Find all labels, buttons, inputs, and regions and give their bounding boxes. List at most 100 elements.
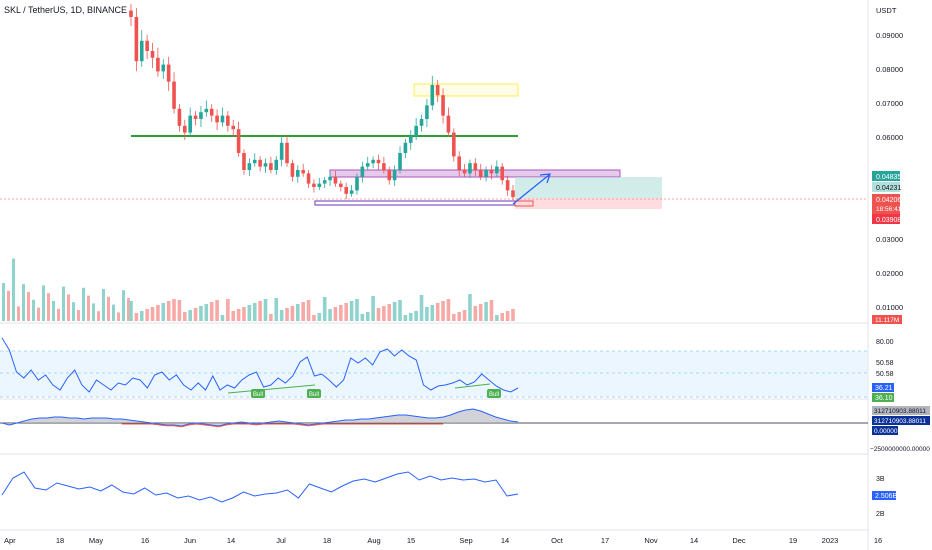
volume-bar [285, 308, 289, 321]
candle-body [263, 163, 268, 167]
volume-bar [27, 292, 30, 321]
bull-label-1[interactable]: Bull [251, 389, 265, 398]
volume-bar [87, 295, 90, 321]
position-target-zone[interactable] [515, 177, 662, 198]
volume-bar [430, 305, 435, 321]
candle-body [382, 163, 386, 170]
volume-bar [317, 313, 322, 321]
time-axis[interactable]: Apr 18 May 16 Jun 14 Jul 18 Aug 15 Sep 14 Oct 17 Nov 14… [4, 536, 882, 545]
time-axis-label: Aug [367, 536, 380, 545]
candle-body [371, 159, 375, 164]
volume-bar [209, 302, 214, 321]
volume-bar [199, 306, 203, 321]
bull-label-text-1: Bull [253, 392, 263, 398]
osc-tick: −2500000000.00000 [870, 446, 930, 453]
volume-bar [473, 306, 478, 321]
position-entry-marker[interactable] [514, 200, 534, 207]
candle-body [269, 163, 273, 170]
volume-bar [92, 303, 95, 321]
volume-bar [339, 305, 343, 321]
candle-body [511, 190, 515, 198]
resistance-zone-yellow[interactable] [413, 83, 519, 97]
volume-bar [263, 299, 268, 321]
volume-bars [2, 258, 515, 321]
volume-bar [408, 313, 413, 321]
candle-body [215, 115, 219, 123]
time-axis-label: Oct [551, 536, 564, 545]
badge-countdown-text: 18:56:41 [876, 206, 902, 213]
candle-body [193, 115, 198, 119]
third-indicator-line[interactable] [1, 471, 519, 503]
volume-bar [365, 312, 370, 321]
price-tick-5: 0.02000 [876, 269, 903, 278]
volume-bar [392, 302, 397, 321]
volume-bar [484, 302, 488, 321]
candle-body [446, 115, 451, 133]
candle-body [387, 170, 392, 181]
rsi-line[interactable] [1, 337, 519, 393]
oscillator-signal-line[interactable] [121, 423, 444, 428]
volume-bar [150, 307, 155, 321]
osc-badge-3: 0.00000 [872, 426, 898, 435]
rsi-pane[interactable]: Bull Bull Bull [0, 337, 868, 398]
oscillator-axis[interactable]: 312710903.88011 312710903.88011 0.00000 … [870, 406, 930, 453]
candle-body [134, 17, 139, 62]
third-badge: 2.506B [872, 491, 898, 500]
volume-bar [312, 315, 316, 321]
third-pane-axis[interactable]: 3B 2.506B 2B [872, 476, 898, 518]
candle-body [156, 57, 160, 72]
badge-target-text: 0.04835 [876, 174, 901, 181]
rsi-axis[interactable]: 80.00 50.58 50.58 36.21 36.10 [872, 339, 894, 402]
volume-bar [12, 258, 15, 321]
candle-body [236, 129, 241, 153]
volume-bar [231, 311, 236, 321]
time-axis-label: Apr [4, 536, 16, 545]
candle-body [166, 64, 171, 82]
candle-body [430, 85, 435, 106]
price-tick-2: 0.07000 [876, 99, 903, 108]
position-stop-zone[interactable] [515, 198, 662, 209]
candle-body [484, 170, 488, 177]
candle-body [408, 136, 413, 143]
price-axis[interactable]: USDT 0.09000 0.08000 0.07000 0.06000 0.0… [872, 6, 903, 324]
volume-bar [204, 304, 209, 321]
time-axis-label: 15 [407, 536, 415, 545]
volume-bar [301, 302, 305, 321]
volume-bar [57, 308, 60, 321]
volume-bar [371, 296, 375, 321]
projection-arrow[interactable] [512, 173, 551, 205]
price-tick-1: 0.08000 [876, 65, 903, 74]
volume-bar [183, 312, 187, 321]
volume-bar [478, 304, 483, 321]
time-axis-label: 14 [690, 536, 698, 545]
bull-label-2[interactable]: Bull [307, 389, 321, 398]
candle-body [242, 153, 246, 170]
candle-body [489, 170, 494, 174]
rsi-badge-value-text: 36.21 [875, 385, 893, 392]
third-indicator-pane[interactable] [1, 471, 519, 503]
time-axis-label: 18 [323, 536, 331, 545]
volume-bar [67, 294, 70, 321]
volume-bar [328, 309, 332, 321]
time-axis-label: 18 [56, 536, 64, 545]
bull-label-3[interactable]: Bull [487, 389, 501, 398]
rsi-band [0, 351, 868, 397]
volume-bar [511, 309, 515, 321]
oscillator-pane[interactable] [0, 408, 868, 428]
candle-body [285, 142, 289, 164]
candle-body [226, 115, 230, 126]
volume-bar [17, 306, 20, 321]
volume-bar [172, 299, 176, 321]
badge-stop: 0.03908 [872, 214, 901, 224]
price-pane[interactable]: SKL / TetherUS, 1D, BINANCE [0, 3, 868, 209]
volume-bar [468, 294, 472, 321]
candle-body [500, 166, 505, 181]
candle-body [419, 119, 424, 126]
price-tick-3: 0.06000 [876, 133, 903, 142]
support-zone-purple[interactable] [314, 200, 516, 206]
rsi-badge-signal-text: 36.10 [875, 395, 893, 402]
candle-body [231, 125, 236, 130]
oscillator-line[interactable] [1, 408, 519, 427]
